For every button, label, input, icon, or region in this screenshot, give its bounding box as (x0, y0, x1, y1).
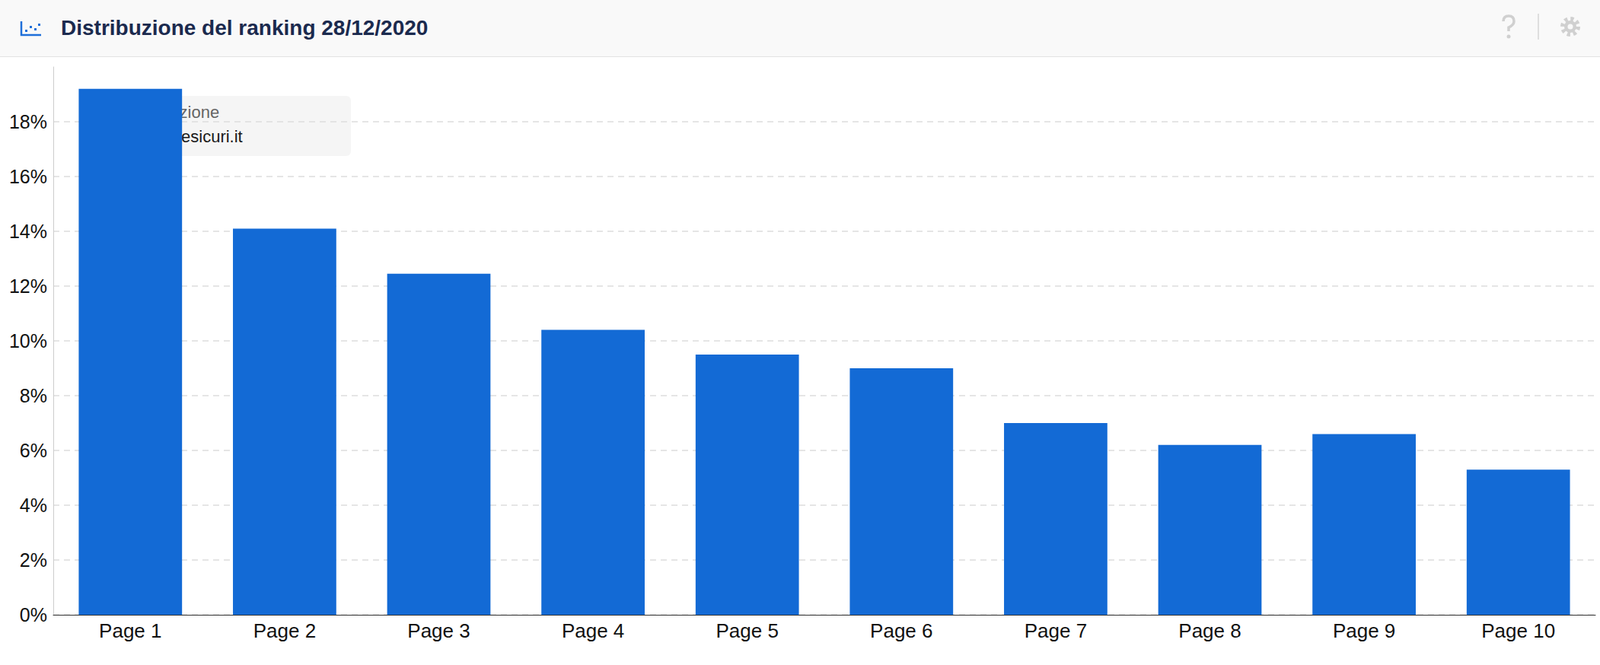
svg-text:Page 4: Page 4 (561, 619, 625, 643)
svg-text:Page 1: Page 1 (98, 619, 162, 643)
svg-text:18%: 18% (9, 111, 48, 133)
svg-text:16%: 16% (9, 165, 48, 188)
svg-text:0%: 0% (19, 604, 48, 626)
svg-text:Page 10: Page 10 (1481, 619, 1556, 643)
svg-text:Page 8: Page 8 (1178, 619, 1241, 643)
svg-text:4%: 4% (19, 494, 48, 517)
svg-text:Page 5: Page 5 (715, 619, 778, 643)
svg-text:Page 6: Page 6 (870, 619, 933, 643)
svg-text:10%: 10% (9, 330, 48, 352)
svg-text:viaggiaresicuri.it: viaggiaresicuri.it (122, 126, 243, 146)
svg-text:Page 9: Page 9 (1332, 619, 1396, 643)
svg-text:Page 3: Page 3 (407, 619, 470, 643)
svg-text:8%: 8% (19, 385, 48, 407)
svg-text:12%: 12% (9, 275, 48, 297)
svg-text:Page 7: Page 7 (1024, 619, 1087, 643)
html-text:Distribuzione del ranking 28/1: Distribuzione del ranking 28/12/2020 (60, 15, 429, 40)
svg-text:Page 2: Page 2 (253, 619, 316, 643)
svg-text:6%: 6% (19, 439, 48, 462)
svg-text:14%: 14% (9, 220, 48, 243)
svg-text:2%: 2% (19, 549, 48, 571)
